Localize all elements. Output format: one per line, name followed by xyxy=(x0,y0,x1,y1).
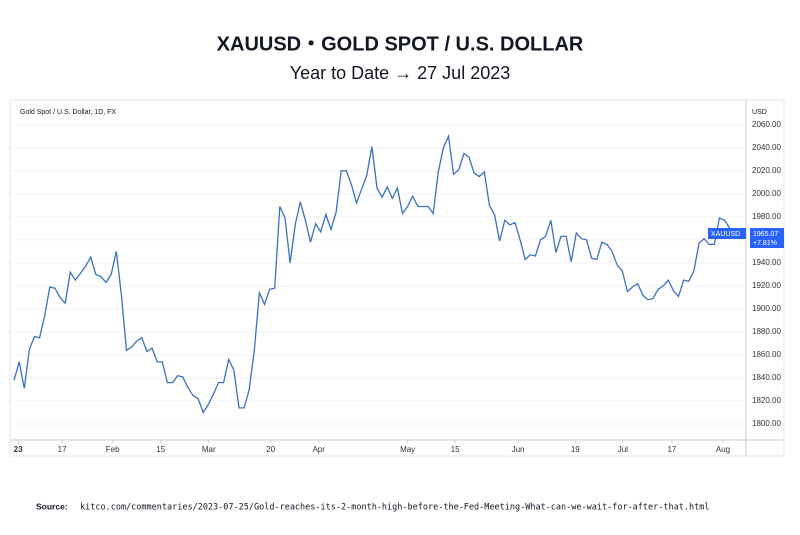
source: kitco.com/commentaries/2023-07-25/Gold-r… xyxy=(80,503,709,513)
y-tick-label: 2000.00 xyxy=(752,189,781,198)
y-tick-label: 1800.00 xyxy=(752,419,781,428)
x-tick-label: 23 xyxy=(14,445,23,454)
source-label: Source: xyxy=(36,501,68,511)
price-line xyxy=(13,133,741,414)
x-tick-label: Jul xyxy=(618,445,628,454)
x-tick-label: 15 xyxy=(156,445,165,454)
x-tick-label: Apr xyxy=(312,445,325,454)
y-tick-label: 2020.00 xyxy=(752,166,781,175)
y-tick-label: 1920.00 xyxy=(752,281,781,290)
x-tick-label: May xyxy=(400,445,415,454)
x-tick-label: 20 xyxy=(266,445,275,454)
price-tag-price: 1965.07 xyxy=(753,231,778,238)
x-tick-label: 17 xyxy=(58,445,67,454)
price-tag-change: +7.81% xyxy=(753,240,777,247)
x-tick-label: 19 xyxy=(571,445,580,454)
y-tick-label: 1860.00 xyxy=(752,350,781,359)
x-tick-label: Aug xyxy=(716,445,730,454)
panel xyxy=(9,99,785,457)
y-tick-label: 1940.00 xyxy=(752,258,781,267)
price-tag xyxy=(708,228,746,240)
chart-title: XAUUSD・GOLD SPOT / U.S. DOLLAR xyxy=(217,33,584,55)
panel-label: Gold Spot / U.S. Dollar, 1D, FX xyxy=(20,109,116,116)
y-tick-label: 1980.00 xyxy=(752,212,781,221)
y-tick-label: 1820.00 xyxy=(752,396,781,405)
x-tick-label: 17 xyxy=(667,445,676,454)
x-tick-label: Mar xyxy=(202,445,216,454)
x-tick-label: Jun xyxy=(512,445,525,454)
price-tag-value xyxy=(750,228,784,249)
x-tick-label: Feb xyxy=(106,445,120,454)
y-tick-label: 2040.00 xyxy=(752,143,781,152)
y-tick-label: 1900.00 xyxy=(752,304,781,313)
y-tick-label: 1840.00 xyxy=(752,373,781,382)
y-tick-label: 2060.00 xyxy=(752,120,781,129)
price-tag-symbol: XAUUSD xyxy=(711,231,740,238)
y-tick-label: 1880.00 xyxy=(752,327,781,336)
chart-subtitle: Year to Date → 27 Jul 2023 xyxy=(290,63,510,83)
y-axis-label: USD xyxy=(752,109,767,116)
x-tick-label: 15 xyxy=(451,445,460,454)
